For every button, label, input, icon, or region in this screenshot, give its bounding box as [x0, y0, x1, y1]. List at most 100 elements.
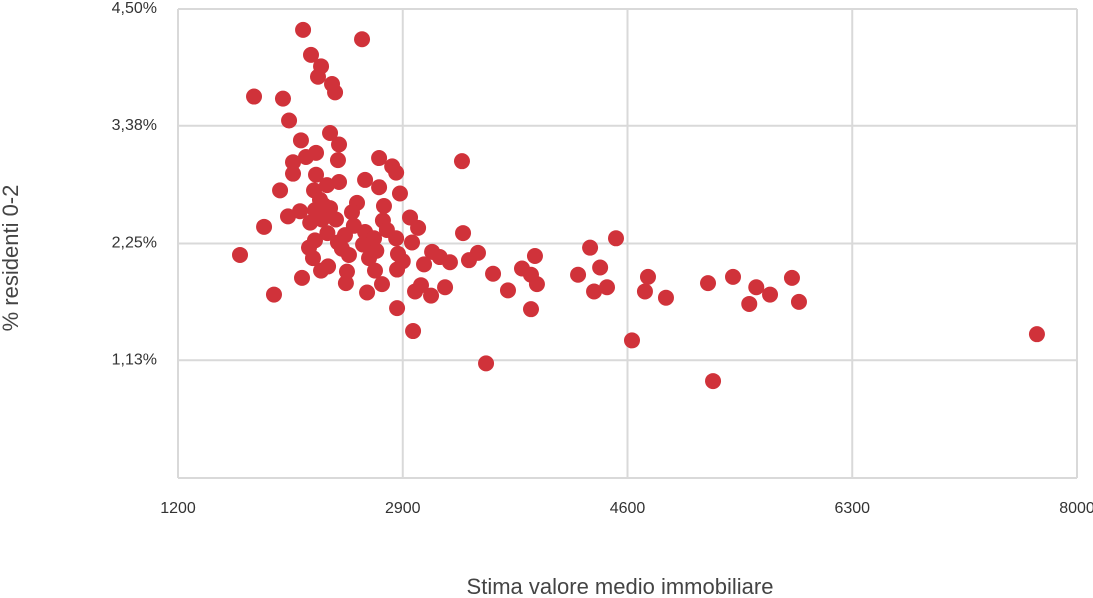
point: [265, 286, 282, 303]
point: [607, 230, 624, 247]
point: [373, 276, 390, 293]
point: [337, 275, 354, 292]
point: [310, 68, 327, 85]
y-tick-label: 4,50%: [112, 0, 157, 17]
point: [388, 164, 405, 181]
point: [416, 256, 433, 273]
y-axis-title: % residenti 0-2: [0, 185, 23, 332]
point: [586, 283, 603, 300]
point: [297, 148, 314, 165]
point: [279, 208, 296, 225]
point: [322, 125, 339, 142]
point: [790, 293, 807, 310]
x-tick-label: 1200: [160, 500, 196, 517]
point: [725, 268, 742, 285]
point: [327, 84, 344, 101]
x-tick-label: 4600: [610, 500, 646, 517]
x-tick-label: 2900: [385, 500, 421, 517]
point: [232, 246, 249, 263]
point: [570, 266, 587, 283]
point: [526, 248, 543, 265]
point: [295, 21, 312, 38]
point: [371, 150, 388, 167]
point: [313, 262, 330, 279]
point: [357, 171, 374, 188]
point: [478, 355, 495, 372]
point: [378, 221, 395, 238]
point: [522, 301, 539, 318]
x-axis-title: Stima valore medio immobiliare: [467, 574, 774, 598]
point: [391, 185, 408, 202]
x-tick-label: 8000: [1059, 500, 1093, 517]
point: [394, 253, 411, 270]
point: [405, 323, 422, 340]
point: [499, 282, 516, 299]
point: [285, 154, 302, 171]
point: [748, 279, 765, 296]
point: [592, 259, 609, 276]
point: [359, 284, 376, 301]
point: [404, 234, 421, 251]
point: [331, 174, 348, 191]
point: [582, 239, 599, 256]
point: [366, 262, 383, 279]
point: [246, 88, 263, 105]
point: [308, 166, 325, 183]
point: [741, 295, 758, 312]
point: [528, 276, 545, 293]
y-tick-label: 3,38%: [112, 117, 157, 134]
point: [762, 286, 779, 303]
y-tick-label: 2,25%: [112, 235, 157, 252]
point: [345, 217, 362, 234]
point: [623, 332, 640, 349]
point: [329, 152, 346, 169]
point: [315, 196, 332, 213]
point: [453, 153, 470, 170]
point: [274, 90, 291, 107]
point: [599, 279, 616, 296]
point: [281, 112, 298, 129]
point: [485, 265, 502, 282]
point: [460, 252, 477, 269]
point: [657, 289, 674, 306]
point: [294, 269, 311, 286]
point: [375, 197, 392, 214]
point: [319, 225, 336, 242]
point: [700, 275, 717, 292]
point: [431, 249, 448, 266]
point: [304, 250, 321, 267]
point: [410, 219, 427, 236]
grid: [177, 8, 1078, 479]
point: [333, 240, 350, 257]
point: [338, 263, 355, 280]
point: [256, 218, 273, 235]
point: [389, 300, 406, 317]
point: [368, 242, 385, 259]
point: [639, 268, 656, 285]
point: [371, 179, 388, 196]
point: [705, 373, 722, 390]
point: [455, 225, 472, 242]
point: [272, 182, 289, 199]
point: [636, 283, 653, 300]
point: [285, 165, 302, 182]
point: [407, 283, 424, 300]
y-tick-label: 1,13%: [112, 351, 157, 368]
point: [327, 211, 344, 228]
point: [292, 132, 309, 149]
point: [302, 46, 319, 63]
point: [437, 279, 454, 296]
point: [331, 136, 348, 153]
points: [232, 21, 1045, 390]
point: [423, 287, 440, 304]
point: [783, 269, 800, 286]
point: [318, 177, 335, 194]
point: [302, 214, 319, 231]
point: [343, 204, 360, 221]
point: [355, 236, 372, 253]
x-tick-label: 6300: [834, 500, 870, 517]
point: [354, 31, 371, 48]
point: [292, 203, 309, 220]
